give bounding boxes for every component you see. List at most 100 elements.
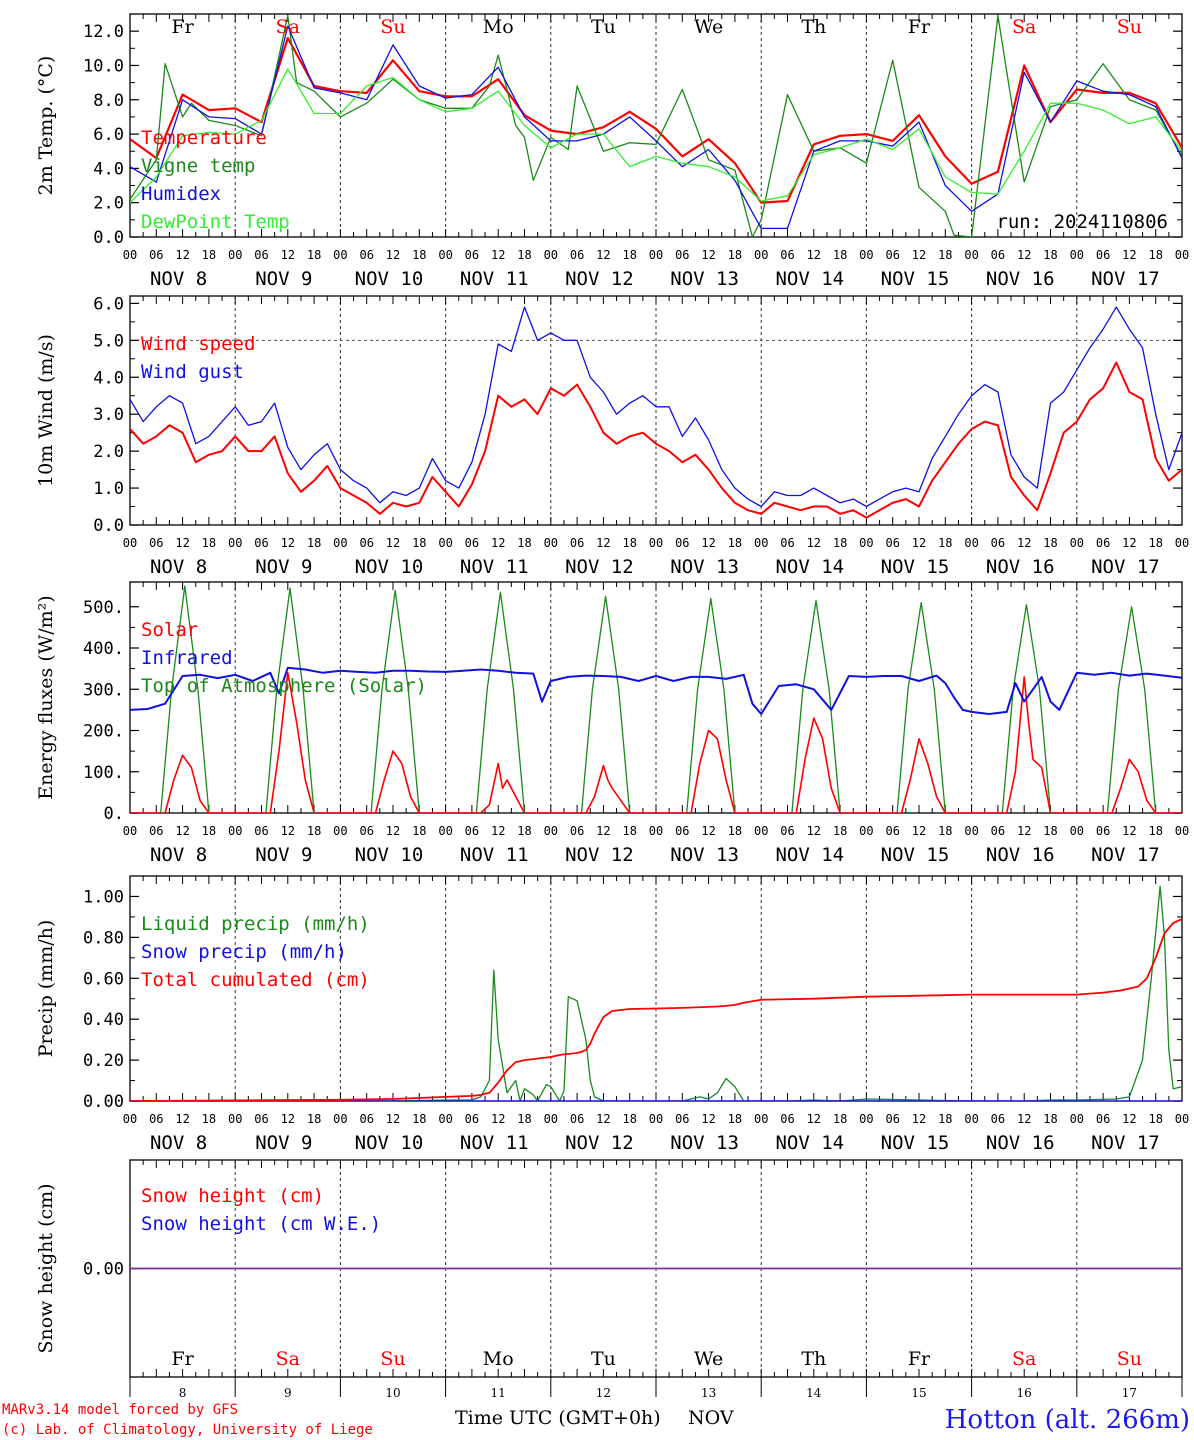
y-tick-label: 100. [83,763,124,783]
hour-label: 00 [333,536,347,550]
hour-label: 00 [123,536,137,550]
hour-label: 12 [912,536,926,550]
hour-label: 12 [175,248,189,262]
hour-label: 00 [754,1112,768,1126]
date-label: NOV 12 [565,556,634,578]
day-name: Sa [276,16,300,38]
hour-label: 06 [1096,536,1110,550]
date-label: NOV 16 [986,1132,1055,1154]
y-tick-label: 0.00 [83,1092,124,1112]
hour-label: 12 [1122,536,1136,550]
hour-label: 00 [228,1112,242,1126]
day-name: Th [801,1348,826,1370]
legend-entry: Wind speed [141,333,255,355]
day-number: 11 [491,1386,506,1400]
hour-label: 12 [807,824,821,838]
series-line-dewpoint-temp [130,68,1182,204]
hour-label: 06 [780,248,794,262]
hour-label: 18 [1148,248,1162,262]
date-label: NOV 12 [565,1132,634,1154]
y-axis-label: 2m Temp. (°C) [35,56,57,196]
hour-label: 06 [675,1112,689,1126]
hour-label: 06 [675,824,689,838]
hour-label: 06 [570,824,584,838]
date-label: NOV 17 [1091,844,1160,866]
hour-label: 06 [780,1112,794,1126]
hour-label: 18 [1148,824,1162,838]
hour-label: 18 [517,536,531,550]
day-name: Sa [1012,1348,1036,1370]
hour-label: 06 [465,536,479,550]
y-tick-label: 0.80 [83,928,124,948]
hour-label: 00 [859,1112,873,1126]
panel-5: 0.00 Snow height (cm) Snow height (cm) Snow… [35,1159,1183,1400]
hour-label: 12 [596,824,610,838]
y-tick-label: 8.0 [93,91,124,111]
hour-label: 00 [123,248,137,262]
day-name: Mo [483,1348,514,1370]
y-tick-label: 0.40 [83,1010,124,1030]
hour-label: 18 [1043,1112,1057,1126]
series-line-wind-gust [130,306,1182,508]
hour-label: 18 [202,536,216,550]
date-label: NOV 17 [1091,556,1160,578]
hour-label: 00 [1175,1112,1189,1126]
day-number: 17 [1122,1386,1137,1400]
hour-label: 12 [281,824,295,838]
hour-label: 12 [491,1112,505,1126]
hour-label: 06 [991,536,1005,550]
hour-label: 06 [149,824,163,838]
hour-label: 06 [675,248,689,262]
legend-entry: Vigne temp [141,155,255,177]
hour-label: 18 [728,824,742,838]
hour-label: 00 [1070,1112,1084,1126]
hour-label: 12 [807,536,821,550]
hour-label: 00 [859,824,873,838]
hour-label: 12 [596,536,610,550]
panel-4: 0.00 0.20 0.40 0.60 0.80 1.00 Precip (mm/h) Liq… [35,875,1189,1154]
series-line-vigne-temp [130,15,1182,237]
hour-label: 18 [412,536,426,550]
hour-label: 00 [333,248,347,262]
day-number: 15 [911,1386,926,1400]
hour-label: 18 [938,248,952,262]
date-label: NOV 11 [460,844,529,866]
hour-label: 18 [307,824,321,838]
legend-entry: Liquid precip (mm/h) [141,913,370,935]
y-axis-label: Precip (mm/h) [35,920,57,1058]
date-label: NOV 11 [460,1132,529,1154]
hour-label: 06 [254,248,268,262]
hour-label: 06 [1096,1112,1110,1126]
hour-label: 00 [754,536,768,550]
day-name: Fr [171,16,194,38]
day-name: Tu [591,1348,616,1370]
date-label: NOV 15 [881,556,950,578]
legend-entry: Temperature [141,127,267,149]
hour-label: 06 [149,1112,163,1126]
hour-label: 18 [1043,536,1057,550]
date-label: NOV 16 [986,844,1055,866]
hour-label: 12 [1122,1112,1136,1126]
hour-label: 00 [333,824,347,838]
y-tick-label: 10.0 [83,56,124,76]
series-line-total-cumulated-cm [130,918,1182,1101]
date-label: NOV 12 [565,268,634,290]
hour-label: 00 [228,248,242,262]
hour-label: 00 [1070,536,1084,550]
hour-label: 00 [1070,248,1084,262]
hour-label: 12 [1122,248,1136,262]
day-name: Fr [908,1348,931,1370]
hour-label: 00 [123,824,137,838]
day-name: Fr [171,1348,194,1370]
date-label: NOV 11 [460,268,529,290]
day-number: 14 [806,1386,822,1400]
hour-label: 06 [359,824,373,838]
hour-label: 06 [254,824,268,838]
date-label: NOV 15 [881,844,950,866]
hour-label: 00 [1175,536,1189,550]
hour-label: 18 [728,1112,742,1126]
hour-label: 18 [1043,824,1057,838]
series-line-liquid-precip-mm-h [130,885,1182,1101]
hour-label: 00 [544,824,558,838]
hour-label: 06 [359,248,373,262]
